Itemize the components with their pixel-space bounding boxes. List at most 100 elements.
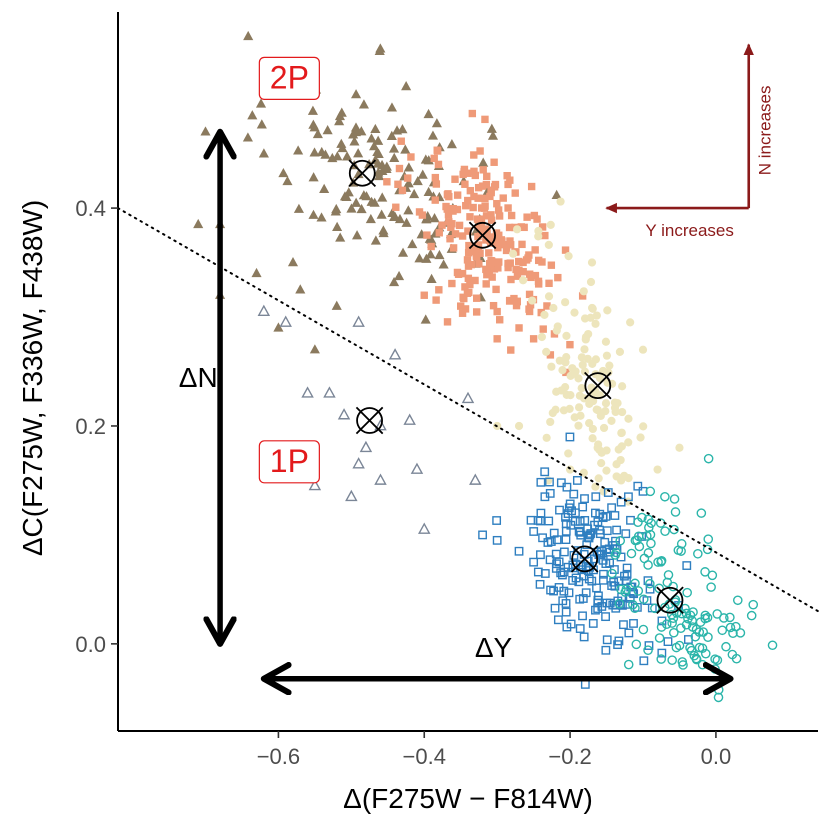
data-point [442,202,450,211]
data-point [395,164,404,173]
data-point [370,123,381,134]
data-point [618,382,627,391]
data-point [505,223,514,232]
data-point [423,231,431,239]
data-point [578,611,587,621]
series-2P-salmon [383,109,587,377]
data-point [645,584,655,594]
data-point [462,201,470,210]
data-point [393,270,405,281]
data-point [685,643,695,653]
data-point [519,258,527,267]
data-point [404,174,412,182]
data-point [346,203,357,213]
data-point [301,386,314,398]
data-point [558,366,567,375]
data-point [683,613,693,624]
data-point [504,180,512,189]
data-point [616,584,626,595]
x-tick-label: −0.4 [403,744,446,769]
data-point [383,178,391,186]
data-point [471,276,479,285]
data-point [494,206,503,214]
data-point [526,515,536,525]
data-point [546,417,555,427]
data-point [565,432,575,442]
data-point [617,476,626,485]
data-point [612,525,622,535]
data-point [443,191,452,199]
centroid-cross [570,545,599,573]
data-point [696,508,707,518]
data-point [461,283,469,291]
data-point [464,274,473,283]
data-point [420,314,431,324]
centroid-circle [469,221,496,249]
data-point [474,246,482,254]
data-point [671,642,682,653]
data-point [619,620,628,630]
data-point [571,508,580,518]
data-point [512,225,522,234]
data-point [575,516,585,526]
data-point [630,578,640,589]
data-point [518,276,528,285]
data-point [545,555,555,565]
data-point [615,347,625,356]
data-point [423,108,434,119]
data-point [243,30,254,41]
data-point [494,264,502,272]
data-point [319,183,330,194]
data-point [566,619,576,629]
data-point [464,196,472,205]
data-point [578,360,587,370]
data-point [429,213,440,223]
data-point [448,279,456,288]
centroid-cross [355,406,384,435]
data-point [669,524,679,535]
data-point [605,558,614,568]
data-point [529,335,538,343]
data-point [710,664,720,674]
data-point [515,257,523,266]
data-point [487,211,495,219]
centroid-circle [348,159,376,187]
data-point [719,613,729,623]
data-point [341,191,352,202]
data-point [309,344,320,354]
data-point [626,515,635,525]
data-point [489,301,498,310]
data-point [634,541,645,552]
data-point [451,175,459,183]
data-point [386,130,397,141]
data-point [622,563,632,573]
data-point [475,222,483,230]
data-point [398,186,407,195]
data-point [602,635,612,645]
data-point [448,220,456,228]
data-point [601,399,611,408]
data-point [394,180,402,188]
data-point [482,180,491,189]
data-point [676,623,686,633]
data-point [601,407,610,416]
data-point [623,659,634,670]
data-point [438,221,446,229]
data-point [702,612,713,623]
data-point [307,105,318,115]
data-point [282,175,293,186]
data-point [561,383,570,392]
data-point [473,215,482,223]
data-point [675,443,684,452]
data-point [273,322,284,332]
centroid-circle [571,545,599,573]
data-point [617,428,626,437]
data-point [633,586,644,596]
data-point [607,568,617,579]
data-point [459,170,467,179]
data-point [562,352,571,362]
data-point [414,253,425,263]
data-point [541,231,549,240]
data-point [352,315,365,327]
data-point [457,302,465,310]
